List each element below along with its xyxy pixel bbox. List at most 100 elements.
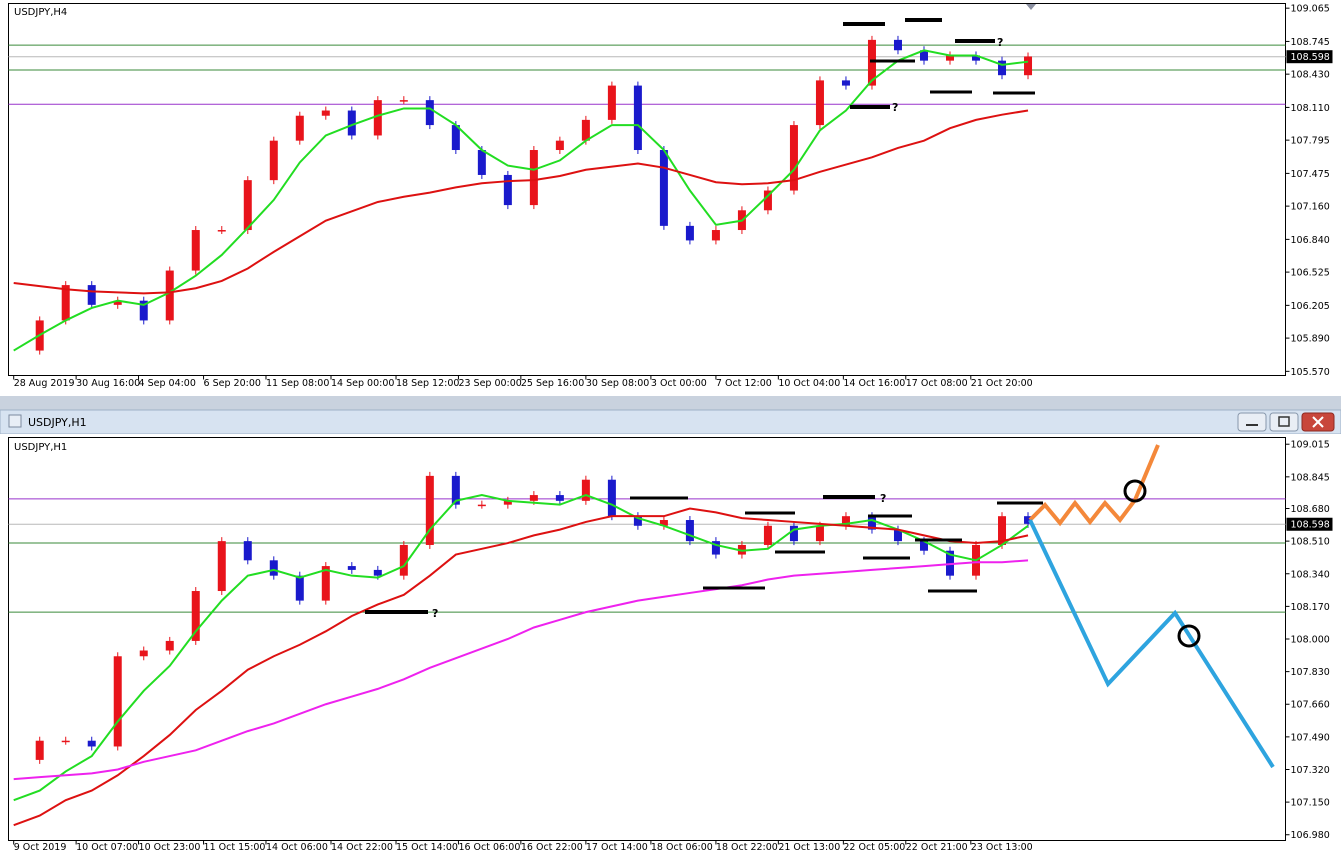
y-tick-label: 106.980 [1291,830,1330,841]
y-tick-label: 107.320 [1291,765,1330,776]
x-tick-label: 23 Oct 13:00 [971,842,1033,851]
candle-body [61,285,70,321]
y-tick-label: 107.795 [1291,136,1330,147]
candle-body [711,230,720,241]
separator [0,396,1341,410]
retest-circle [1177,624,1201,648]
candle-body [399,544,408,576]
y-tick-label: 106.525 [1291,268,1330,279]
window-title-bar [0,409,1341,435]
candle-body [451,125,460,151]
y-tick-label: 105.890 [1291,334,1330,345]
annotation: ? [432,607,438,620]
candle-body [789,125,798,191]
x-tick-label: 18 Oct 06:00 [651,842,713,851]
y-tick-label: 107.490 [1291,732,1330,743]
candle-body [165,640,174,651]
candle-body [425,100,434,126]
y-tick-label: 108.745 [1291,37,1330,48]
candle-body [841,80,850,86]
h4-chart: 109.065 108.745 108.430 108.110 107.795 107.4… [8,4,1333,389]
candle-body [659,520,668,526]
y-tick-label: 108.680 [1291,504,1330,515]
x-tick-label: 18 Sep 12:00 [396,378,459,389]
x-tick-label: 14 Oct 22:00 [331,842,393,851]
candle-body [555,140,564,151]
x-tick-label: 14 Sep 00:00 [331,378,394,389]
candle-body [139,300,148,321]
breakout-circle [1123,479,1147,503]
y-tick-label: 107.830 [1291,667,1330,678]
annotation: ? [997,36,1003,49]
candle-body [1024,516,1033,524]
x-tick-label: 10 Oct 23:00 [139,842,201,851]
candle-body [217,541,226,592]
maximize-button[interactable] [1269,412,1299,432]
candle-body [243,180,252,231]
candle-body [61,740,70,743]
x-tick-label: 14 Oct 16:00 [843,378,905,389]
y-tick-label: 109.065 [1291,4,1330,15]
x-tick-label: 21 Oct 20:00 [971,378,1033,389]
y-tick-label: 106.840 [1291,235,1330,246]
candle-body [685,225,694,241]
candle-body [113,656,122,747]
candle-body [815,525,824,542]
candle-body [503,500,512,505]
x-tick-label: 7 Oct 12:00 [716,378,772,389]
candle-body [295,115,304,141]
x-tick-label: 4 Sep 04:00 [139,378,196,389]
candle-body [113,300,122,305]
x-tick-label: 17 Oct 14:00 [586,842,648,851]
y-tick-label: 108.170 [1291,602,1330,613]
candle-body [763,190,772,211]
h4-drawn-levels [843,18,1035,109]
x-tick-label: 16 Oct 06:00 [458,842,520,851]
candle-body [919,50,928,61]
candle-body [841,516,850,526]
candle-body [139,650,148,657]
candle-body [217,230,226,232]
candle-body [347,566,356,570]
candle-body [867,516,876,530]
candle-body [581,479,590,501]
x-tick-label: 17 Oct 08:00 [906,378,968,389]
y-tick-label: 105.570 [1291,367,1330,378]
price-tag [1286,50,1333,64]
candle-body [893,39,902,51]
h4-plot-frame [8,3,1286,376]
candle-body [529,495,538,501]
candle-body [763,525,772,545]
x-tick-label: 30 Aug 16:00 [76,378,140,389]
candle-body [243,541,252,561]
candle-body [35,740,44,760]
candle-body [165,270,174,321]
y-tick-label: 108.000 [1291,635,1330,646]
candle-body [347,110,356,136]
x-tick-label: 11 Sep 08:00 [266,378,329,389]
y-tick-label: 108.110 [1291,103,1330,114]
h4-chart-title: USDJPY,H4 [14,7,67,18]
close-button[interactable] [1301,412,1335,432]
x-tick-label: 10 Oct 04:00 [778,378,840,389]
candle-body [321,566,330,601]
h1-chart: 109.015 108.845 108.680 108.510 108.340 108.1… [8,440,1333,851]
y-tick-label: 108.430 [1291,70,1330,81]
candle-body [373,100,382,136]
candle-body [477,150,486,175]
candle-body [972,55,981,61]
moving-average [13,559,1029,781]
y-tick-label: 106.205 [1291,301,1330,312]
bearish-scenario-path [1028,519,1275,769]
moving-average [13,109,1029,295]
candle-body [87,740,96,747]
x-tick-label: 14 Oct 06:00 [266,842,328,851]
y-tick-label: 108.845 [1291,472,1330,483]
candle-body [269,140,278,181]
candle-body [789,525,798,542]
candle-body [893,529,902,542]
x-tick-label: 11 Oct 15:00 [204,842,266,851]
minimize-button[interactable] [1237,412,1267,432]
x-tick-label: 16 Oct 22:00 [521,842,583,851]
